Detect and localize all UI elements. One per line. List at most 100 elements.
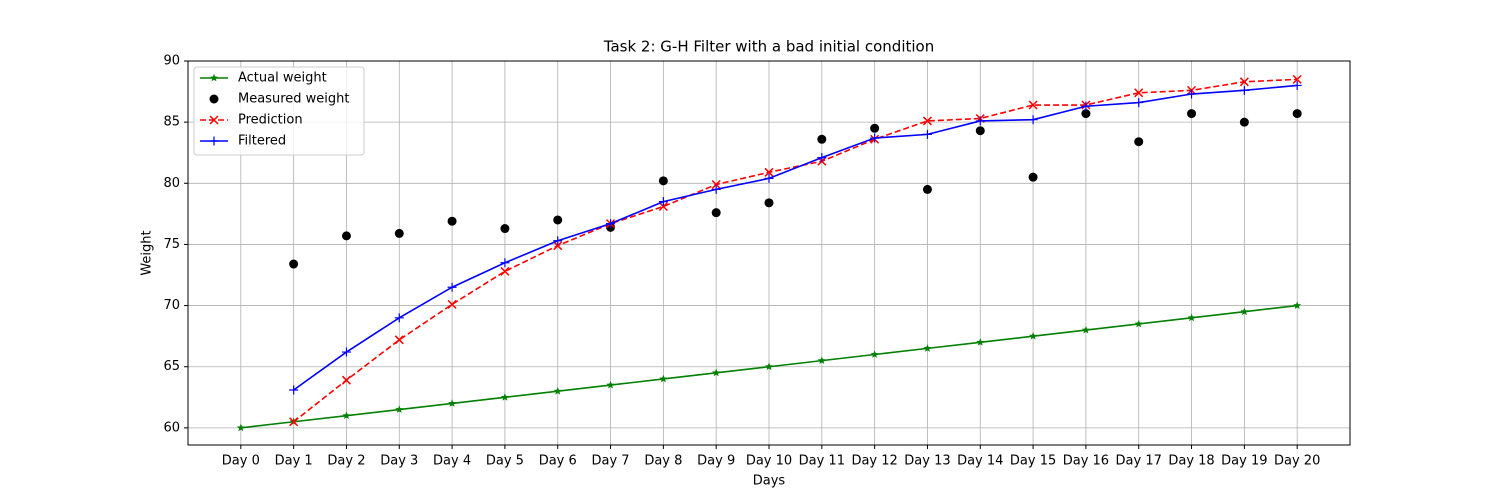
point	[500, 266, 510, 276]
x-tick-label: Day 2	[327, 454, 365, 469]
x-tick-label: Day 12	[851, 454, 897, 469]
point	[1187, 89, 1197, 99]
x-tick-label: Day 10	[746, 454, 792, 469]
y-tick-label: 60	[163, 420, 180, 435]
point	[1187, 109, 1197, 119]
legend-marker	[209, 115, 219, 125]
legend-label: Measured weight	[238, 92, 349, 107]
point	[764, 167, 774, 177]
point	[341, 375, 351, 385]
point	[922, 184, 932, 194]
point	[711, 179, 721, 190]
x-tick-label: Day 5	[486, 454, 524, 469]
legend-marker	[209, 94, 219, 104]
x-tick-label: Day 15	[1010, 454, 1056, 469]
point	[1240, 307, 1249, 316]
point	[658, 197, 668, 207]
legend-marker	[210, 73, 218, 82]
point	[394, 313, 404, 323]
point	[922, 116, 932, 126]
point	[1292, 74, 1302, 84]
point	[1134, 137, 1144, 147]
point	[1293, 301, 1302, 309]
point	[711, 184, 721, 194]
point	[764, 173, 774, 183]
point	[448, 399, 457, 407]
y-axis-label: Weight	[140, 230, 155, 275]
point	[1134, 319, 1143, 328]
point	[553, 241, 563, 251]
x-tick-label: Day 6	[539, 454, 577, 469]
x-tick-label: Day 4	[433, 454, 471, 469]
point	[447, 216, 457, 226]
point	[447, 299, 457, 309]
y-tick-label: 65	[163, 359, 180, 374]
point	[341, 231, 351, 241]
x-axis-label: Days	[753, 474, 786, 489]
point	[976, 338, 985, 346]
point	[765, 362, 773, 371]
point	[975, 116, 985, 126]
x-tick-label: Day 20	[1274, 454, 1320, 469]
point	[870, 350, 879, 358]
point	[1292, 109, 1302, 119]
x-tick-label: Day 8	[644, 454, 682, 469]
point	[711, 208, 721, 218]
x-tick-label: Day 14	[957, 454, 1003, 469]
point	[1029, 331, 1038, 340]
point	[817, 134, 827, 144]
point	[342, 411, 351, 420]
x-tick-label: Day 3	[380, 454, 418, 469]
point	[1028, 172, 1038, 182]
legend-label: Actual weight	[238, 71, 327, 86]
point	[553, 236, 563, 246]
point	[553, 215, 563, 225]
point	[1134, 98, 1144, 108]
point	[1028, 100, 1038, 110]
point	[870, 123, 880, 133]
x-tick-label: Day 16	[1063, 454, 1109, 469]
point	[1239, 85, 1249, 95]
point	[764, 198, 774, 208]
x-tick-label: Day 9	[697, 454, 735, 469]
point	[1239, 117, 1249, 127]
point	[394, 335, 404, 345]
point	[1081, 101, 1091, 111]
legend-label: Prediction	[238, 113, 303, 128]
x-tick-label: Day 17	[1116, 454, 1162, 469]
point	[289, 259, 299, 269]
x-tick-label: Day 7	[592, 454, 630, 469]
point	[1292, 80, 1302, 90]
point	[712, 368, 721, 377]
point	[289, 385, 299, 395]
point	[447, 282, 457, 292]
x-tick-label: Day 0	[222, 454, 260, 469]
legend-marker	[209, 136, 219, 146]
point	[870, 133, 880, 143]
point	[1239, 77, 1249, 87]
y-tick-label: 90	[163, 54, 180, 69]
x-tick-label: Day 13	[904, 454, 950, 469]
y-tick-label: 80	[163, 176, 180, 191]
x-tick-label: Day 18	[1168, 454, 1214, 469]
point	[1187, 313, 1196, 322]
y-tick-label: 75	[163, 237, 180, 252]
point	[1134, 88, 1144, 98]
x-tick-label: Day 1	[275, 454, 313, 469]
point	[500, 393, 509, 401]
legend-box	[193, 66, 365, 156]
point	[553, 386, 562, 395]
point	[1028, 115, 1038, 125]
point	[394, 228, 404, 238]
point	[606, 219, 616, 229]
point	[606, 380, 615, 389]
chart-title: Task 2: G-H Filter with a bad initial co…	[603, 38, 934, 56]
series-line	[293, 78, 1298, 423]
point	[500, 224, 510, 234]
x-tick-label: Day 19	[1221, 454, 1267, 469]
point	[236, 423, 245, 432]
point	[817, 153, 827, 163]
point	[975, 126, 985, 136]
point	[341, 347, 351, 357]
